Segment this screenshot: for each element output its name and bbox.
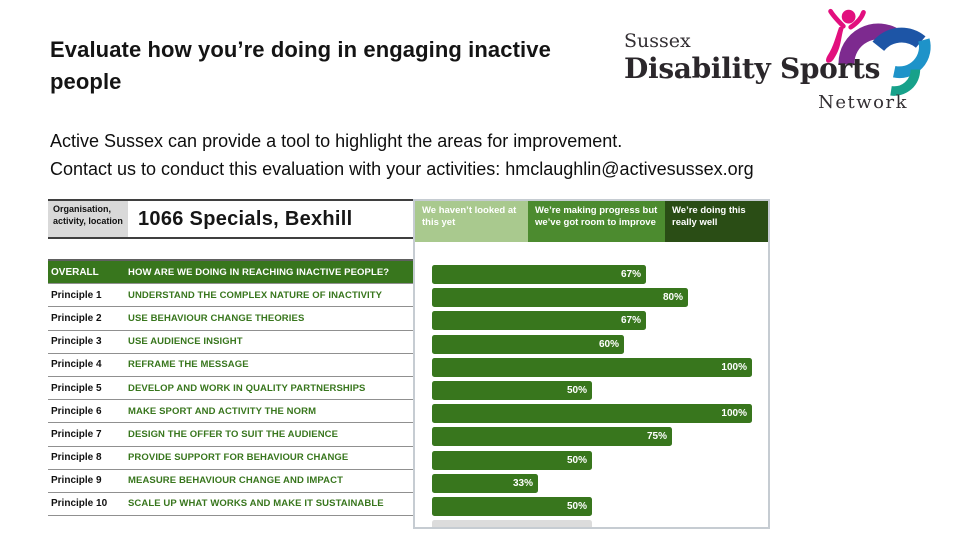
- table-row: Principle 10 SCALE UP WHAT WORKS AND MAKE…: [48, 492, 413, 517]
- row-label: Principle 1: [51, 289, 102, 301]
- bar-row: 80%: [432, 286, 754, 309]
- row-description: USE BEHAVIOUR CHANGE THEORIES: [128, 312, 305, 324]
- row-description: HOW ARE WE DOING IN REACHING INACTIVE PE…: [128, 266, 390, 278]
- legend-item: We’re making progress but we’ve got room…: [528, 201, 665, 242]
- bar: 75%: [432, 427, 672, 447]
- row-description: DESIGN THE OFFER TO SUIT THE AUDIENCE: [128, 428, 339, 440]
- bar-row: [432, 518, 754, 527]
- table-row: Principle 1 UNDERSTAND THE COMPLEX NATURE…: [48, 284, 413, 308]
- row-label: Principle 9: [51, 475, 102, 487]
- bar-row: 67%: [432, 263, 754, 286]
- logo-text-sussex: Sussex: [624, 30, 691, 52]
- bar: 67%: [432, 265, 646, 285]
- bar: 50%: [432, 496, 592, 516]
- chart-bars: 67% 80% 67% 60% 100% 50% 100% 75% 50% 33% 50%: [432, 263, 754, 527]
- ghost-bar: [432, 520, 592, 527]
- row-description: DEVELOP AND WORK IN QUALITY PARTNERSHIPS: [128, 382, 366, 394]
- bar: 50%: [432, 381, 592, 401]
- org-header-label: Organisation, activity, location: [48, 199, 128, 239]
- table-row: Principle 3 USE AUDIENCE INSIGHT: [48, 330, 413, 354]
- org-header-value: 1066 Specials, Bexhill: [128, 199, 413, 239]
- bar: 100%: [432, 404, 752, 424]
- row-description: PROVIDE SUPPORT FOR BEHAVIOUR CHANGE: [128, 452, 349, 464]
- table-row: Principle 8 PROVIDE SUPPORT FOR BEHAVIOUR…: [48, 446, 413, 470]
- bar: 33%: [432, 473, 538, 493]
- table-row: OVERALL HOW ARE WE DOING IN REACHING INAC…: [48, 261, 413, 285]
- bar-row: 75%: [432, 425, 754, 448]
- bar: 50%: [432, 450, 592, 470]
- row-label: Principle 4: [51, 359, 102, 371]
- bar-row: 50%: [432, 495, 754, 518]
- bar: 60%: [432, 334, 624, 354]
- logo-text-disability-sports: Disability Sports: [624, 52, 881, 85]
- table-row: Principle 7 DESIGN THE OFFER TO SUIT THE …: [48, 423, 413, 447]
- table-row: Principle 9 MEASURE BEHAVIOUR CHANGE AND …: [48, 469, 413, 493]
- bar-row: 50%: [432, 379, 754, 402]
- row-label: Principle 3: [51, 336, 102, 348]
- table-row: Principle 6 MAKE SPORT AND ACTIVITY THE N…: [48, 400, 413, 424]
- bar: 67%: [432, 311, 646, 331]
- intro-line-2: Contact us to conduct this evaluation wi…: [50, 158, 754, 179]
- bar-row: 60%: [432, 333, 754, 356]
- chart-panel: We haven’t looked at this yet We’re makin…: [413, 199, 770, 529]
- logo-text-network: Network: [818, 92, 908, 113]
- row-label: OVERALL: [51, 266, 99, 278]
- legend-item: We’re doing this really well: [665, 201, 768, 242]
- title-line-2: people: [50, 68, 122, 94]
- bar-row: 67%: [432, 309, 754, 332]
- row-label: Principle 8: [51, 452, 102, 464]
- sussex-disability-sports-network-logo: Sussex Disability Sports Network: [622, 8, 931, 124]
- bar-row: 33%: [432, 472, 754, 495]
- intro-text: Active Sussex can provide a tool to high…: [50, 128, 754, 184]
- table-rows: OVERALL HOW ARE WE DOING IN REACHING INAC…: [48, 259, 413, 517]
- row-description: UNDERSTAND THE COMPLEX NATURE OF INACTIV…: [128, 289, 383, 301]
- row-description: USE AUDIENCE INSIGHT: [128, 336, 243, 348]
- bar: 100%: [432, 357, 752, 377]
- table-row: Principle 2 USE BEHAVIOUR CHANGE THEORIES: [48, 307, 413, 331]
- row-description: REFRAME THE MESSAGE: [128, 359, 249, 371]
- chart-legend: We haven’t looked at this yet We’re makin…: [415, 201, 768, 242]
- row-label: Principle 6: [51, 405, 102, 417]
- logo-swoosh-icon: [826, 8, 931, 96]
- row-label: Principle 7: [51, 428, 102, 440]
- intro-line-1: Active Sussex can provide a tool to high…: [50, 131, 623, 151]
- table-row: Principle 4 REFRAME THE MESSAGE: [48, 353, 413, 377]
- bar-row: 50%: [432, 449, 754, 472]
- table-row: Principle 5 DEVELOP AND WORK IN QUALITY P…: [48, 376, 413, 401]
- bar: 80%: [432, 288, 688, 308]
- row-label: Principle 10: [51, 498, 108, 510]
- row-label: Principle 2: [51, 312, 102, 324]
- title-line-1: Evaluate how you’re doing in engaging in…: [50, 37, 551, 62]
- row-description: SCALE UP WHAT WORKS AND MAKE IT SUSTAINA…: [128, 498, 384, 510]
- page-title: Evaluate how you’re doing in engaging in…: [50, 34, 551, 98]
- bar-row: 100%: [432, 356, 754, 379]
- row-description: MEASURE BEHAVIOUR CHANGE AND IMPACT: [128, 475, 343, 487]
- row-description: MAKE SPORT AND ACTIVITY THE NORM: [128, 405, 317, 417]
- legend-item: We haven’t looked at this yet: [415, 201, 528, 242]
- row-label: Principle 5: [51, 382, 102, 394]
- bar-row: 100%: [432, 402, 754, 425]
